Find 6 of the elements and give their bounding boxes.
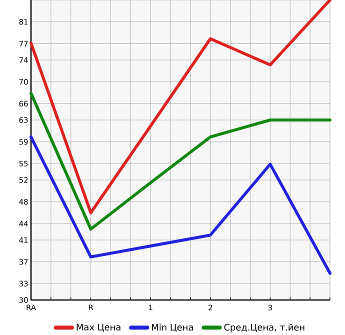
legend-label: Min Цена [152,324,193,332]
legend-label: Max Цена [76,324,120,332]
legend-label: Сред.Цена, т.йен [224,324,304,332]
line-series [30,0,332,214]
line-series [30,92,332,231]
line-series [30,135,332,275]
